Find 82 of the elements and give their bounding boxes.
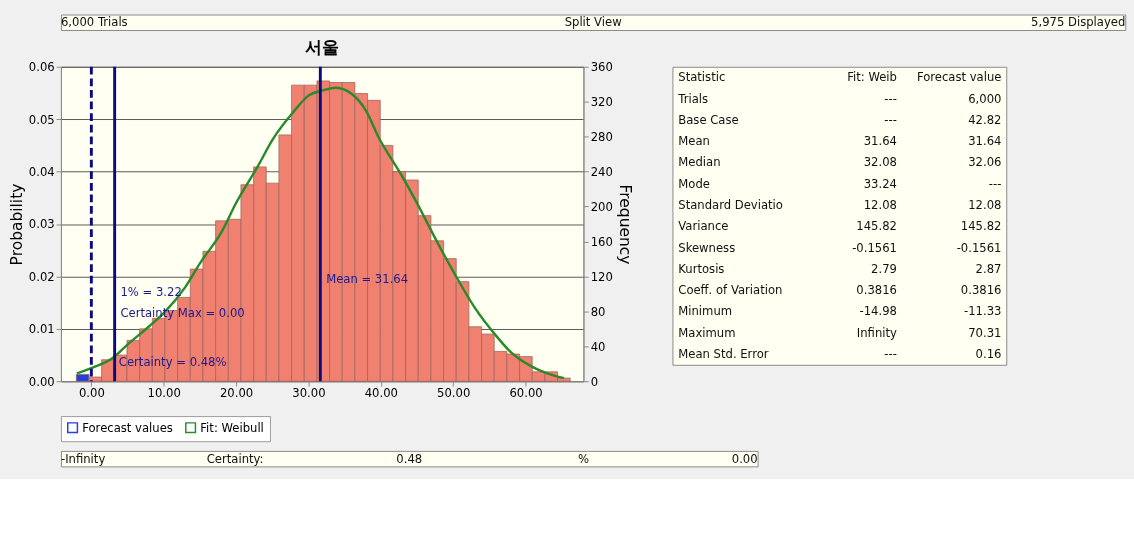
text: 6,000 Trials — [60, 15, 128, 30]
text: Mean Std. Error — [678, 347, 769, 362]
text: 0.16 — [975, 347, 1002, 362]
text: 2.87 — [975, 261, 1002, 276]
text: % — [577, 451, 589, 466]
y-axis-title: Probability — [8, 183, 27, 266]
text: Variance — [678, 219, 729, 234]
y-tick-label: 0.00 — [28, 374, 55, 389]
y2-tick-label: 120 — [590, 269, 613, 284]
y2-tick-label: 0 — [590, 374, 599, 389]
text: -0.1561 — [852, 240, 897, 255]
text: Fit: Weib — [847, 70, 897, 85]
text: -0.1561 — [956, 240, 1002, 255]
text: 2.79 — [871, 261, 897, 276]
y2-tick-label: 240 — [590, 164, 613, 179]
text: Minimum — [678, 304, 733, 319]
y-tick-label: 0.01 — [28, 322, 55, 337]
text: 0.00 — [731, 451, 758, 466]
ref-line-label: 1% = 3.22 — [120, 285, 182, 300]
ref-line-label: Mean = 31.64 — [326, 271, 409, 286]
y-tick-label: 0.03 — [28, 217, 55, 232]
legend-label: Forecast values — [82, 420, 173, 435]
chart-title: 서울 — [305, 37, 340, 58]
text: Infinity — [856, 325, 898, 340]
y2-tick-label: 360 — [590, 60, 613, 75]
y2-tick-label: 320 — [590, 95, 613, 110]
text: Kurtosis — [678, 261, 725, 276]
text: 32.06 — [968, 155, 1002, 170]
text: Trials — [677, 91, 709, 106]
x-tick-label: 40.00 — [364, 386, 398, 401]
text: 42.82 — [968, 112, 1002, 127]
y2-tick-label: 80 — [590, 304, 606, 319]
text: Coeff. of Variation — [678, 283, 783, 298]
y-tick-label: 0.05 — [28, 112, 55, 127]
y-tick-label: 0.06 — [28, 60, 55, 75]
text: Forecast value — [916, 70, 1002, 85]
text: Skewness — [678, 240, 736, 255]
x-tick-label: 30.00 — [292, 386, 326, 401]
text: 0.3816 — [856, 283, 897, 298]
text: 31.64 — [968, 134, 1002, 149]
y2-tick-label: 160 — [590, 234, 613, 249]
annotation: Certainty = 0.48% — [118, 354, 227, 369]
text: Statistic — [678, 70, 726, 85]
text: Maximum — [678, 325, 736, 340]
text: 32.08 — [863, 155, 897, 170]
x-tick-label: 50.00 — [437, 386, 471, 401]
text: 6,000 — [968, 91, 1002, 106]
text: 0.3816 — [960, 283, 1002, 298]
y2-tick-label: 40 — [590, 339, 606, 354]
legend-label: Fit: Weibull — [200, 420, 264, 435]
text: 0.48 — [396, 451, 423, 466]
x-tick-label: 0.00 — [78, 386, 105, 401]
text: Split View — [564, 15, 622, 30]
y2-axis-title: Frequency — [615, 184, 634, 265]
text: 12.08 — [968, 198, 1002, 213]
x-tick-label: 20.00 — [219, 386, 254, 401]
text: -Infinity — [60, 451, 106, 466]
text: -14.98 — [859, 304, 897, 319]
text: 33.24 — [863, 176, 897, 191]
text: Base Case — [678, 112, 739, 127]
y2-tick-label: 200 — [590, 199, 613, 214]
text: Median — [678, 155, 721, 170]
text: --- — [884, 112, 897, 127]
text: 5,975 Displayed — [1031, 15, 1126, 30]
text: 145.82 — [856, 219, 897, 234]
y2-tick-label: 280 — [590, 130, 613, 145]
text: --- — [884, 347, 897, 362]
text: -11.33 — [964, 304, 1002, 319]
text: Certainty: — [206, 451, 264, 466]
text: --- — [988, 176, 1002, 191]
text: 145.82 — [960, 219, 1002, 234]
text: Mode — [678, 176, 710, 191]
y-tick-label: 0.04 — [28, 164, 55, 179]
text: Standard Deviatio — [678, 198, 783, 213]
text: 70.31 — [968, 325, 1002, 340]
y-tick-label: 0.02 — [28, 269, 55, 284]
x-tick-label: 10.00 — [147, 386, 181, 401]
text: 12.08 — [863, 198, 897, 213]
text: --- — [884, 91, 897, 106]
text: Mean — [678, 134, 710, 149]
x-tick-label: 60.00 — [509, 386, 543, 401]
text: 31.64 — [863, 134, 897, 149]
